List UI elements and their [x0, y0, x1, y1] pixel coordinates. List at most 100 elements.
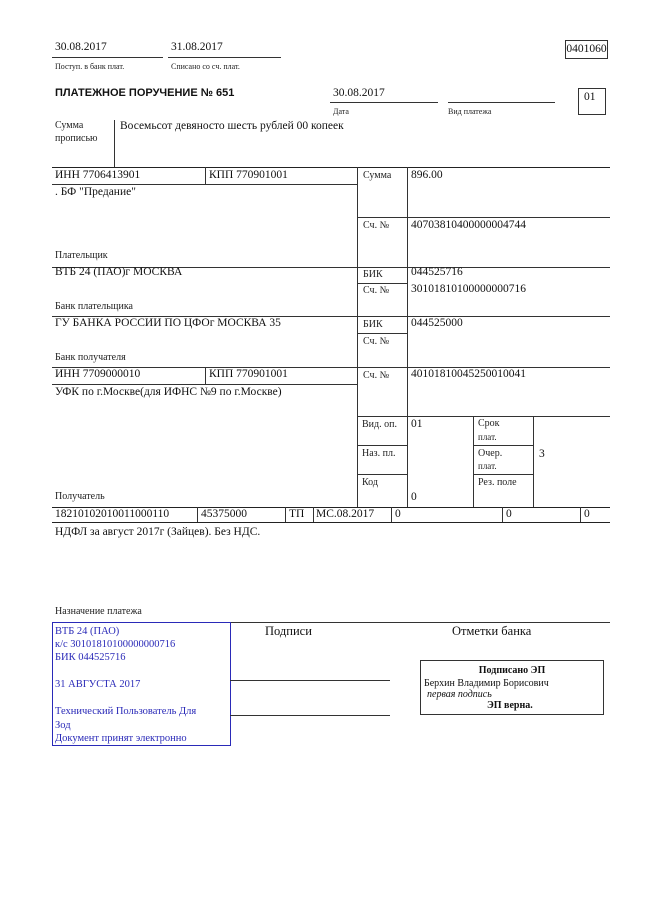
- divider: [473, 445, 533, 446]
- payer-bank-label: Банк плательщика: [55, 301, 133, 312]
- stamp-line: Документ принят электронно: [55, 733, 187, 744]
- order-label: Очер.: [478, 448, 503, 459]
- code-label: Код: [362, 477, 378, 488]
- payer-label: Плательщик: [55, 250, 108, 261]
- divider: [52, 522, 610, 523]
- divider: [357, 283, 407, 284]
- divider: [357, 333, 407, 334]
- doc-number: 0: [395, 508, 401, 520]
- divider: [52, 316, 610, 317]
- recipient-label: Получатель: [55, 491, 105, 502]
- debited-date: 31.08.2017: [171, 41, 223, 53]
- purpose-text: НДФЛ за август 2017г (Зайцев). Без НДС.: [55, 526, 261, 538]
- sum-label: Сумма: [363, 170, 392, 181]
- divider: [330, 102, 438, 103]
- order-label: плат.: [478, 461, 497, 471]
- divider: [473, 416, 474, 507]
- recipient-bank-bik-label: БИК: [363, 319, 383, 330]
- signatures-label: Подписи: [265, 624, 312, 638]
- purpose-code-label: Наз. пл.: [362, 448, 396, 459]
- divider: [52, 622, 610, 623]
- received-date: 30.08.2017: [55, 41, 107, 53]
- stamp-line: Технический Пользователь Для: [55, 706, 197, 717]
- sum-value: 896.00: [411, 169, 443, 181]
- amount-words: Восемьсот девяносто шесть рублей 00 копе…: [120, 120, 344, 132]
- payer-bank-bik-label: БИК: [363, 269, 383, 280]
- recipient-account: 40101810045250010041: [411, 368, 526, 380]
- document-date: 30.08.2017: [333, 87, 385, 99]
- divider: [205, 367, 206, 384]
- payer-kpp: КПП 770901001: [209, 169, 288, 181]
- recipient-bank-account-label: Сч. №: [363, 336, 390, 347]
- recipient-account-label: Сч. №: [363, 370, 390, 381]
- payer-bank-bik: 044525716: [411, 266, 463, 278]
- divider: [313, 507, 314, 522]
- recipient-bank-bik: 044525000: [411, 317, 463, 329]
- divider: [407, 167, 408, 507]
- payer-bank-account: 30101810100000000716: [411, 283, 526, 295]
- status-code: 01: [578, 88, 606, 115]
- payer-account: 40703810400000004744: [411, 219, 526, 231]
- divider: [52, 507, 610, 508]
- received-label: Поступ. в банк плат.: [55, 62, 125, 71]
- code-value: 0: [411, 491, 417, 503]
- divider: [448, 102, 555, 103]
- recipient-kpp: КПП 770901001: [209, 368, 288, 380]
- divider: [52, 184, 357, 185]
- stamp-line: 31 АВГУСТА 2017: [55, 679, 141, 690]
- payer-bank-account-label: Сч. №: [363, 285, 390, 296]
- debited-label: Списано со сч. плат.: [171, 62, 240, 71]
- recipient-bank-name: ГУ БАНКА РОССИИ ПО ЦФОг МОСКВА 35: [55, 317, 281, 329]
- signature-line: [230, 680, 390, 681]
- stamp-line: ВТБ 24 (ПАО): [55, 626, 120, 637]
- page-title: ПЛАТЕЖНОЕ ПОРУЧЕНИЕ № 651: [55, 87, 235, 99]
- purpose-label: Назначение платежа: [55, 606, 142, 617]
- oktmo: 45375000: [201, 508, 247, 520]
- amount-words-label: прописью: [55, 133, 98, 144]
- divider: [357, 416, 610, 417]
- e-signature-status: ЭП верна.: [487, 700, 533, 711]
- op-type-label: Вид. оп.: [362, 419, 397, 430]
- divider: [357, 217, 610, 218]
- divider: [533, 416, 534, 507]
- payment-type-label: Вид платежа: [448, 107, 492, 116]
- e-signature-box: Подписано ЭП Берхин Владимир Борисович п…: [420, 660, 604, 715]
- basis: ТП: [289, 508, 305, 520]
- stamp-line: БИК 044525716: [55, 652, 126, 663]
- form-code: 0401060: [565, 40, 608, 59]
- divider: [357, 167, 358, 507]
- e-signature-signer: Берхин Владимир Борисович: [424, 678, 549, 689]
- term-label: плат.: [478, 432, 497, 442]
- divider: [473, 474, 533, 475]
- recipient-inn: ИНН 7709000010: [55, 368, 141, 380]
- divider: [197, 507, 198, 522]
- stamp-line: к/с 30101810100000000716: [55, 639, 176, 650]
- e-signature-role: первая подпись: [427, 689, 492, 700]
- date-label: Дата: [333, 107, 349, 116]
- divider: [391, 507, 392, 522]
- payer-name: . БФ "Предание": [55, 186, 136, 198]
- divider: [285, 507, 286, 522]
- divider: [52, 167, 610, 168]
- divider: [52, 267, 610, 268]
- divider: [580, 507, 581, 522]
- divider: [114, 120, 115, 167]
- bank-stamp: ВТБ 24 (ПАО) к/с 30101810100000000716 БИ…: [52, 622, 231, 746]
- payer-account-label: Сч. №: [363, 220, 390, 231]
- recipient-bank-label: Банк получателя: [55, 352, 126, 363]
- stamp-line: Зод: [55, 720, 71, 731]
- bank-marks-label: Отметки банка: [452, 624, 532, 638]
- tax-period: МС.08.2017: [316, 508, 375, 520]
- doc-date: 0: [506, 508, 512, 520]
- divider: [52, 57, 163, 58]
- payment-kind: 0: [584, 508, 590, 520]
- payer-inn: ИНН 7706413901: [55, 169, 141, 181]
- divider: [52, 367, 610, 368]
- payer-bank-name: ВТБ 24 (ПАО)г МОСКВА: [55, 266, 183, 278]
- order-value: 3: [539, 448, 545, 460]
- op-type: 01: [411, 418, 423, 430]
- divider: [502, 507, 503, 522]
- divider: [357, 445, 407, 446]
- signature-line: [230, 715, 390, 716]
